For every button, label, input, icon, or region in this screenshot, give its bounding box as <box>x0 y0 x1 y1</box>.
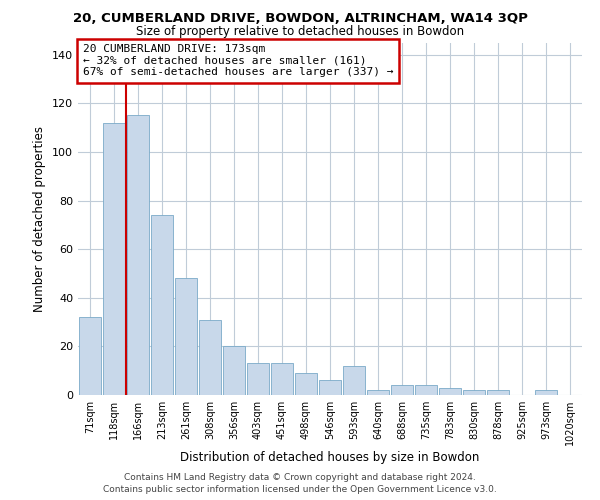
Bar <box>439 388 461 395</box>
Bar <box>175 278 197 395</box>
Y-axis label: Number of detached properties: Number of detached properties <box>34 126 46 312</box>
Bar <box>295 373 317 395</box>
Bar <box>127 116 149 395</box>
Bar <box>535 390 557 395</box>
Bar <box>487 390 509 395</box>
Text: Size of property relative to detached houses in Bowdon: Size of property relative to detached ho… <box>136 25 464 38</box>
Bar <box>415 386 437 395</box>
Bar <box>247 364 269 395</box>
Bar <box>223 346 245 395</box>
Bar <box>151 215 173 395</box>
Bar <box>319 380 341 395</box>
Bar <box>463 390 485 395</box>
Text: 20, CUMBERLAND DRIVE, BOWDON, ALTRINCHAM, WA14 3QP: 20, CUMBERLAND DRIVE, BOWDON, ALTRINCHAM… <box>73 12 527 26</box>
Bar <box>79 317 101 395</box>
Text: Contains HM Land Registry data © Crown copyright and database right 2024.
Contai: Contains HM Land Registry data © Crown c… <box>103 472 497 494</box>
Bar <box>103 122 125 395</box>
Bar <box>391 386 413 395</box>
Bar <box>199 320 221 395</box>
Bar <box>367 390 389 395</box>
Text: 20 CUMBERLAND DRIVE: 173sqm
← 32% of detached houses are smaller (161)
67% of se: 20 CUMBERLAND DRIVE: 173sqm ← 32% of det… <box>83 44 394 78</box>
X-axis label: Distribution of detached houses by size in Bowdon: Distribution of detached houses by size … <box>181 451 479 464</box>
Bar <box>271 364 293 395</box>
Bar <box>343 366 365 395</box>
